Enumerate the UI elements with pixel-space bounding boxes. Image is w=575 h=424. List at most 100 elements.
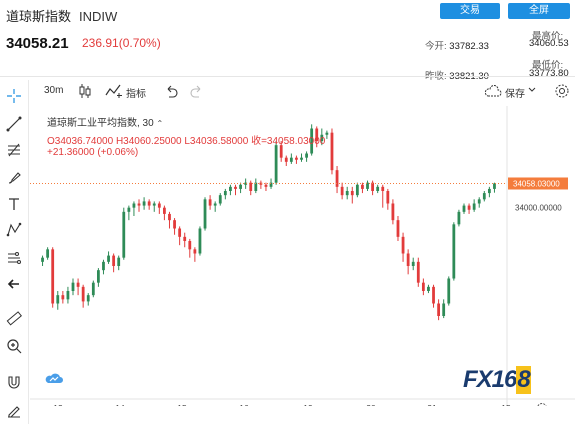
candle-body	[345, 191, 349, 196]
indicators-button[interactable]: 指标	[126, 89, 146, 100]
candle-body	[142, 201, 146, 206]
candle-body	[284, 157, 288, 162]
open-label: 今开:	[425, 41, 447, 52]
settings-gear-icon[interactable]	[554, 83, 570, 102]
candle-body	[234, 186, 237, 189]
back-arrow-icon[interactable]	[4, 276, 24, 296]
axis-settings-icon[interactable]	[537, 403, 547, 407]
ruler-icon[interactable]	[4, 310, 24, 330]
candle-body	[325, 132, 329, 135]
candle-body	[289, 157, 293, 162]
candle-body	[81, 286, 85, 302]
candle-body	[107, 255, 110, 262]
candle-body	[330, 132, 334, 171]
candle-body	[416, 261, 420, 283]
candle-body	[350, 191, 354, 196]
fullscreen-button[interactable]: 全屏	[508, 3, 570, 19]
save-button[interactable]: 保存	[505, 89, 525, 100]
interval-selector[interactable]: 30m	[44, 85, 64, 96]
save-menu-chevron-icon[interactable]	[528, 84, 536, 99]
chart-legend-ohlc: O34036.74000 H34060.25000 L34036.58000 收…	[47, 132, 325, 147]
candle-body	[355, 184, 359, 196]
instrument-name: 道琼斯指数	[6, 9, 72, 24]
trendline-icon[interactable]	[4, 116, 24, 136]
redo-icon[interactable]	[190, 84, 204, 101]
candle-body	[183, 236, 187, 241]
pattern-icon[interactable]	[4, 222, 24, 242]
x-tick-label: 15	[501, 403, 511, 406]
candle-body	[411, 261, 415, 266]
fx168-watermark-logo: FX168	[463, 366, 531, 394]
candle-body	[178, 228, 182, 237]
price-chart[interactable]: 34000.00000 34058.03000 13 14 15 16 19 20 21 15	[30, 106, 575, 406]
candle-body	[437, 303, 441, 316]
candle-body	[213, 203, 217, 206]
candle-body	[477, 199, 481, 204]
candle-body	[198, 228, 202, 254]
cloud-logo-icon	[44, 371, 64, 390]
indicators-icon[interactable]	[105, 83, 123, 102]
trade-button[interactable]: 交易	[440, 3, 500, 19]
candle-type-icon[interactable]	[78, 83, 92, 102]
candle-body	[96, 270, 100, 283]
candle-body	[41, 257, 44, 262]
candle-body	[376, 186, 380, 191]
candle-body	[163, 207, 166, 214]
fib-tool-icon[interactable]	[4, 142, 24, 162]
candle-body	[432, 286, 435, 304]
candle-body	[279, 145, 283, 158]
candle-body	[229, 186, 232, 191]
candle-body	[457, 211, 461, 225]
quote-header: 道琼斯指数 INDIW 交易 全屏 34058.21 236.91(0.70%) …	[0, 0, 575, 84]
legend-collapse-chevron-icon[interactable]: ⌃	[156, 119, 164, 128]
forecast-icon[interactable]	[4, 250, 24, 270]
x-tick-label: 16	[239, 403, 249, 406]
zoom-in-icon[interactable]	[4, 338, 24, 358]
candle-body	[76, 282, 80, 287]
instrument-code: INDIW	[79, 9, 118, 24]
candle-body	[264, 184, 268, 187]
candle-body	[122, 211, 126, 258]
candle-body	[254, 182, 258, 191]
low-label: 最低价:	[532, 60, 564, 71]
candle-body	[132, 203, 136, 208]
candle-body	[91, 282, 95, 296]
candle-body	[406, 253, 410, 266]
candle-body	[462, 205, 466, 212]
candle-body	[391, 203, 395, 221]
candle-body	[487, 188, 491, 194]
candle-body	[157, 203, 161, 208]
candle-body	[371, 182, 374, 191]
x-tick-label: 19	[303, 403, 313, 406]
candle-body	[442, 303, 446, 316]
crosshair-icon[interactable]	[4, 88, 24, 108]
legend-ohlc-text: O34036.74000 H34060.25000 L34036.58000 收…	[47, 136, 326, 147]
candle-body	[86, 295, 90, 302]
chart-toolbar: 30m 指标 保存	[30, 82, 575, 104]
lock-drawing-icon[interactable]	[4, 402, 24, 422]
candle-body	[56, 295, 60, 304]
magnet-icon[interactable]	[4, 374, 24, 394]
open-value: 33782.33	[449, 41, 489, 52]
chart-legend-title: 道琼斯工业平均指数, 30 ⌃	[47, 114, 163, 129]
candle-body	[188, 241, 192, 250]
candle-body	[300, 157, 303, 160]
candle-body	[152, 203, 156, 206]
candle-body	[482, 193, 486, 200]
cloud-icon[interactable]	[484, 84, 502, 101]
candle-body	[386, 191, 390, 204]
candle-body	[173, 220, 176, 229]
candle-body	[208, 199, 212, 206]
undo-icon[interactable]	[164, 84, 178, 101]
brush-icon[interactable]	[4, 170, 24, 190]
candle-body	[239, 184, 242, 189]
candle-body	[102, 261, 105, 271]
candle-body	[305, 153, 308, 158]
candle-body	[274, 145, 278, 183]
last-price-tag	[508, 177, 568, 190]
candle-body	[396, 220, 400, 237]
x-tick-label: 21	[427, 403, 437, 406]
text-tool-icon[interactable]	[4, 196, 24, 216]
candle-body	[71, 282, 75, 291]
candle-body	[335, 170, 339, 187]
